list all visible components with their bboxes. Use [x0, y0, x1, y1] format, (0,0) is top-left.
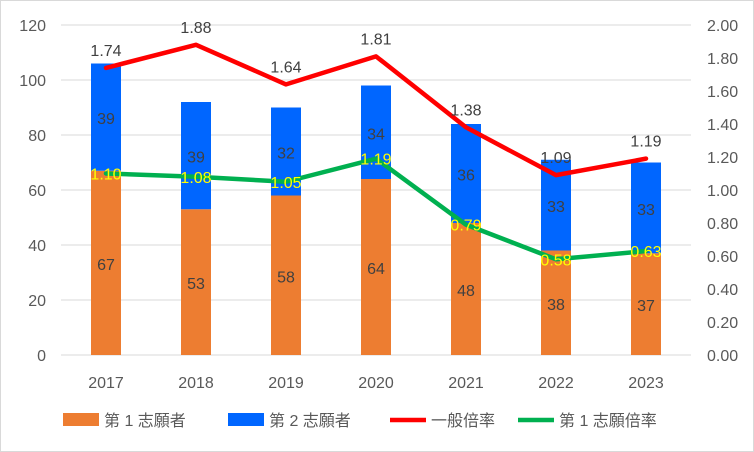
line-data-label: 1.81 — [360, 31, 391, 48]
y-left-tick: 0 — [37, 348, 46, 365]
line-data-label: 0.58 — [540, 252, 571, 269]
line-general-ratio — [103, 42, 649, 178]
bar-data-label: 38 — [547, 297, 565, 314]
y-left-tick: 80 — [28, 128, 46, 145]
bar-data-label: 67 — [97, 257, 115, 274]
line-data-label: 1.10 — [90, 167, 121, 184]
bar-data-label: 32 — [277, 146, 295, 163]
y-right-tick: 0.00 — [707, 348, 738, 365]
x-tick: 2020 — [358, 375, 394, 392]
x-tick: 2018 — [178, 375, 214, 392]
bar-data-label: 34 — [367, 126, 385, 143]
y-right-tick: 0.20 — [707, 315, 738, 332]
bar-data-label: 48 — [457, 283, 475, 300]
x-tick: 2021 — [448, 375, 484, 392]
bar-data-label: 33 — [547, 199, 565, 216]
bar-first-choice — [451, 223, 481, 355]
line-data-label: 0.63 — [630, 244, 661, 261]
line-data-label: 1.05 — [270, 175, 301, 192]
x-tick: 2017 — [88, 375, 124, 392]
legend-swatch — [63, 413, 99, 426]
legend-swatch — [228, 413, 264, 426]
line-data-label: 1.08 — [180, 170, 211, 187]
bar-second-choice — [91, 63, 121, 171]
bar-data-label: 53 — [187, 276, 205, 293]
y-right-tick: 0.40 — [707, 282, 738, 299]
bar-data-label: 36 — [457, 168, 475, 185]
bar-first-choice — [271, 195, 301, 355]
line-data-label: 1.74 — [90, 43, 121, 60]
y-right-tick: 2.00 — [707, 18, 738, 35]
x-tick: 2023 — [628, 375, 664, 392]
bar-first-choice — [91, 170, 121, 355]
y-left-tick: 120 — [19, 18, 46, 35]
y-left-tick: 100 — [19, 73, 46, 90]
bar-first-choice — [541, 250, 571, 355]
line-data-label: 1.64 — [270, 59, 301, 76]
line-data-label: 1.09 — [540, 150, 571, 167]
line-data-label: 1.88 — [180, 20, 211, 37]
line-data-label: 1.38 — [450, 102, 481, 119]
legend-label: 第 2 志願者 — [269, 412, 351, 430]
y-right-tick: 1.80 — [707, 51, 738, 68]
bar-data-label: 58 — [277, 269, 295, 286]
y-right-tick: 0.60 — [707, 249, 738, 266]
bar-second-choice — [631, 162, 661, 254]
line-first-choice-ratio — [103, 156, 649, 262]
legend-label: 第 1 志願者 — [104, 412, 186, 430]
y-right-tick: 1.60 — [707, 84, 738, 101]
y-right-tick: 1.00 — [707, 183, 738, 200]
legend-label: 一般倍率 — [431, 412, 495, 430]
y-left-tick: 20 — [28, 293, 46, 310]
line-data-label: 1.19 — [630, 134, 661, 151]
y-right-tick: 0.80 — [707, 216, 738, 233]
bar-data-label: 39 — [187, 150, 205, 167]
y-left-tick: 60 — [28, 183, 46, 200]
x-tick: 2022 — [538, 375, 574, 392]
bar-data-label: 64 — [367, 261, 385, 278]
bar-second-choice — [451, 124, 481, 223]
y-left-tick: 40 — [28, 238, 46, 255]
bar-first-choice — [361, 179, 391, 355]
bar-second-choice — [181, 102, 211, 210]
bar-data-label: 33 — [637, 202, 655, 219]
bar-data-label: 39 — [97, 111, 115, 128]
y-right-tick: 1.40 — [707, 117, 738, 134]
line-data-label: 0.79 — [450, 218, 481, 235]
bar-data-label: 37 — [637, 298, 655, 315]
y-right-tick: 1.20 — [707, 150, 738, 167]
x-tick: 2019 — [268, 375, 304, 392]
bar-first-choice — [631, 253, 661, 355]
legend-label: 第 1 志願倍率 — [559, 412, 657, 430]
bar-first-choice — [181, 209, 211, 355]
line-data-label: 1.19 — [360, 152, 391, 169]
